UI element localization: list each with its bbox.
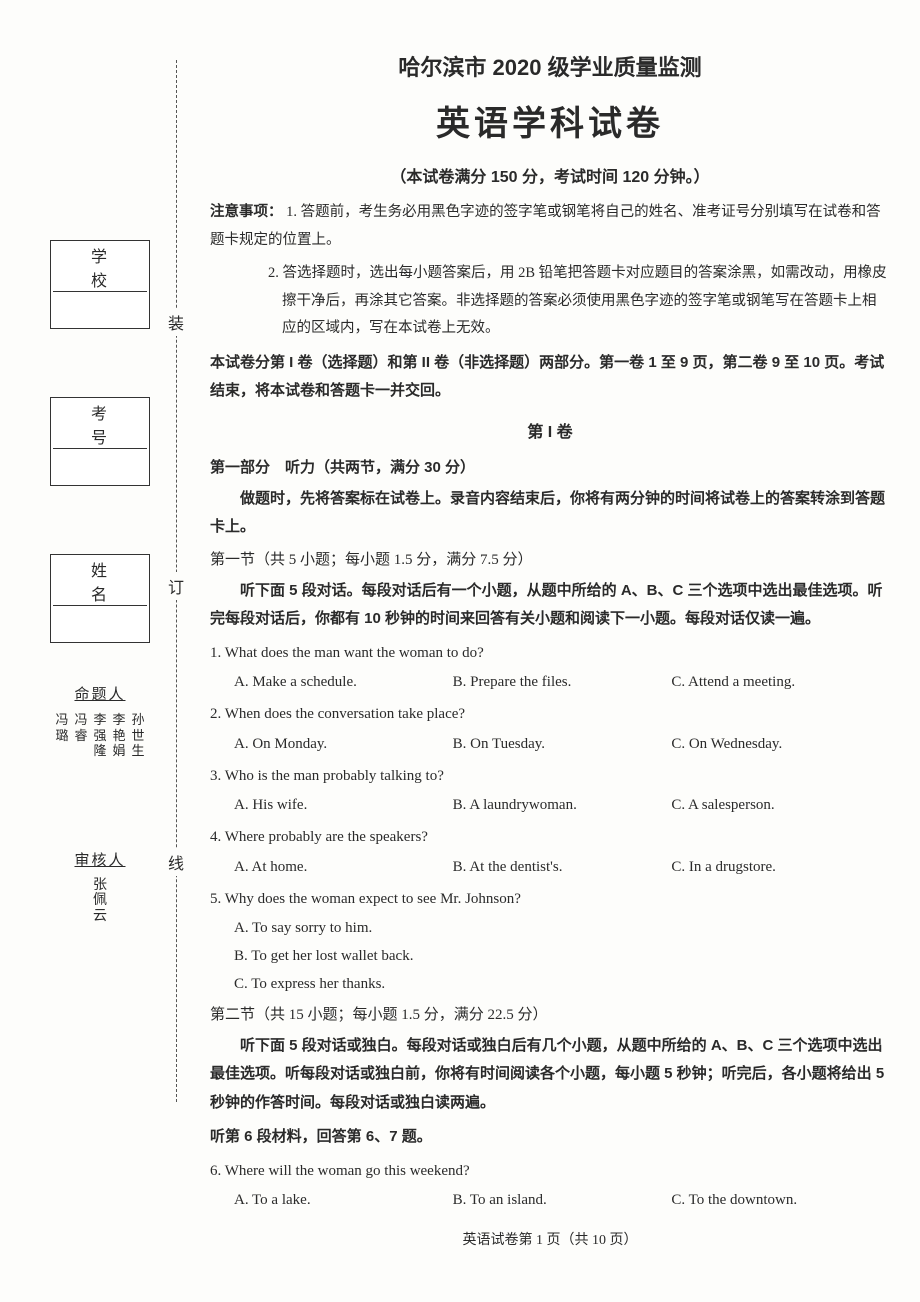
q3-A: A. His wife. [234, 792, 453, 820]
authors-title: 命题人 [30, 683, 170, 704]
reviewer-title: 审核人 [30, 849, 170, 870]
name-box: 姓名 [50, 554, 150, 643]
q3-stem: 3. Who is the man probably talking to? [210, 763, 890, 791]
q6-options: A. To a lake. B. To an island. C. To the… [210, 1187, 890, 1215]
q5-stem: 5. Why does the woman expect to see Mr. … [210, 886, 890, 914]
q2-options: A. On Monday. B. On Tuesday. C. On Wedne… [210, 731, 890, 759]
notice-block: 注意事项： 1. 答题前，考生务必用黑色字迹的签字笔或钢笔将自己的姓名、准考证号… [210, 199, 890, 254]
q3-C: C. A salesperson. [671, 792, 890, 820]
examno-blank [53, 451, 147, 483]
page-footer: 英语试卷第 1 页（共 10 页） [210, 1229, 890, 1249]
q2-B: B. On Tuesday. [453, 731, 672, 759]
examno-box: 考号 [50, 397, 150, 486]
q5-options: A. To say sorry to him. B. To get her lo… [210, 915, 890, 998]
bind-label-ding: 订 [168, 572, 184, 600]
q1-options: A. Make a schedule. B. Prepare the files… [210, 669, 890, 697]
exam-page: 学校 考号 姓名 命题人 冯璐 冯睿 李强隆 李艳娟 孙世生 审核人 [0, 0, 920, 1302]
school-blank [53, 294, 147, 326]
left-info-column: 学校 考号 姓名 命题人 冯璐 冯睿 李强隆 李艳娟 孙世生 审核人 [30, 240, 170, 924]
q6-C: C. To the downtown. [671, 1187, 890, 1215]
header-line1: 哈尔滨市 2020 级学业质量监测 [210, 50, 890, 82]
q2-stem: 2. When does the conversation take place… [210, 701, 890, 729]
q2-C: C. On Wednesday. [671, 731, 890, 759]
q4-B: B. At the dentist's. [453, 854, 672, 882]
section1-head: 第一部分 听力（共两节，满分 30 分） [210, 456, 890, 477]
notice-item1: 答题前，考生务必用黑色字迹的签字笔或钢笔将自己的姓名、准考证号分别填写在试卷和答… [210, 204, 881, 248]
q5-B: B. To get her lost wallet back. [234, 943, 890, 971]
q1-stem: 1. What does the man want the woman to d… [210, 640, 890, 668]
q6-A: A. To a lake. [234, 1187, 453, 1215]
name-label: 姓名 [53, 557, 147, 606]
sub2-material: 听第 6 段材料，回答第 6、7 题。 [210, 1123, 890, 1152]
main-content: 哈尔滨市 2020 级学业质量监测 英语学科试卷 （本试卷满分 150 分，考试… [210, 50, 890, 1249]
bind-label-zhuang: 装 [168, 308, 184, 336]
q4-A: A. At home. [234, 854, 453, 882]
name-blank [53, 608, 147, 640]
examno-label: 考号 [53, 400, 147, 449]
notice-item2-text: 答选择题时，选出每小题答案后，用 2B 铅笔把答题卡对应题目的答案涂黑，如需改动… [282, 265, 887, 336]
q1-A: A. Make a schedule. [234, 669, 453, 697]
section1-intro: 做题时，先将答案标在试卷上。录音内容结束后，你将有两分钟的时间将试卷上的答案转涂… [210, 485, 890, 542]
q4-options: A. At home. B. At the dentist's. C. In a… [210, 854, 890, 882]
reviewer-block: 审核人 张佩云 [30, 849, 170, 924]
q4-C: C. In a drugstore. [671, 854, 890, 882]
notice-item1-lead: 1. [286, 204, 301, 220]
q3-B: B. A laundrywoman. [453, 792, 672, 820]
reviewer-name: 张佩云 [30, 878, 170, 924]
authors-block: 命题人 冯璐 冯睿 李强隆 李艳娟 孙世生 [30, 683, 170, 759]
sub1-intro: 听下面 5 段对话。每段对话后有一个小题，从题中所给的 A、B、C 三个选项中选… [210, 577, 890, 634]
notice-item2: 2. 答选择题时，选出每小题答案后，用 2B 铅笔把答题卡对应题目的答案涂黑，如… [210, 260, 890, 343]
q6-B: B. To an island. [453, 1187, 672, 1215]
q5-C: C. To express her thanks. [234, 971, 890, 999]
bind-label-xian: 线 [168, 848, 184, 876]
q3-options: A. His wife. B. A laundrywoman. C. A sal… [210, 792, 890, 820]
q4-stem: 4. Where probably are the speakers? [210, 824, 890, 852]
school-label: 学校 [53, 243, 147, 292]
authors-names: 冯璐 冯睿 李强隆 李艳娟 孙世生 [30, 712, 170, 759]
part1-title: 第 I 卷 [210, 418, 890, 442]
notice-item2-lead: 2. [268, 265, 283, 281]
q5-A: A. To say sorry to him. [234, 915, 890, 943]
structure-text: 本试卷分第 I 卷（选择题）和第 II 卷（非选择题）两部分。第一卷 1 至 9… [210, 349, 890, 406]
q2-A: A. On Monday. [234, 731, 453, 759]
notice-label: 注意事项： [210, 204, 283, 220]
sub2-head: 第二节（共 15 小题；每小题 1.5 分，满分 22.5 分） [210, 1003, 890, 1024]
sub2-intro: 听下面 5 段对话或独白。每段对话或独白后有几个小题，从题中所给的 A、B、C … [210, 1032, 890, 1118]
sub1-head: 第一节（共 5 小题；每小题 1.5 分，满分 7.5 分） [210, 548, 890, 569]
school-box: 学校 [50, 240, 150, 329]
q1-B: B. Prepare the files. [453, 669, 672, 697]
header-subtitle: （本试卷满分 150 分，考试时间 120 分钟。） [210, 163, 890, 187]
header-line2: 英语学科试卷 [210, 96, 890, 145]
q1-C: C. Attend a meeting. [671, 669, 890, 697]
q6-stem: 6. Where will the woman go this weekend? [210, 1158, 890, 1186]
